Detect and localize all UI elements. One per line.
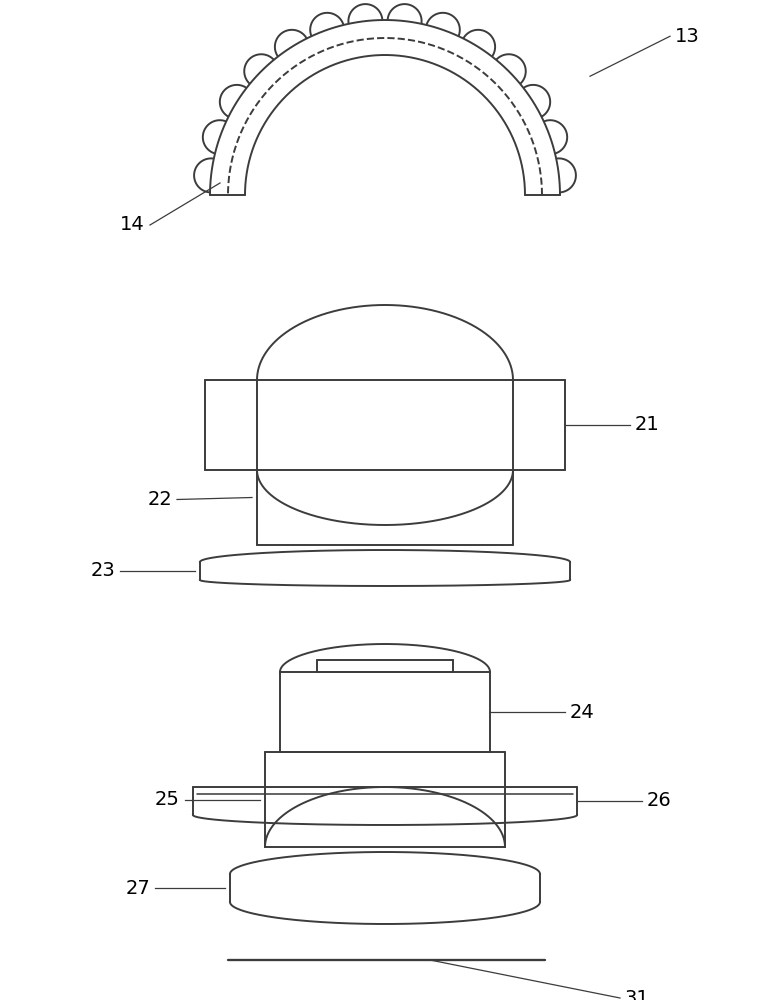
Text: 23: 23 [90,562,115,580]
Text: 13: 13 [675,27,700,46]
Text: 31: 31 [625,988,650,1000]
Text: 25: 25 [155,790,180,809]
Text: 14: 14 [120,216,145,234]
Text: 26: 26 [647,792,671,810]
Text: 22: 22 [147,490,172,509]
Text: 21: 21 [635,416,660,434]
Text: 27: 27 [126,879,150,898]
Text: 24: 24 [570,702,594,722]
